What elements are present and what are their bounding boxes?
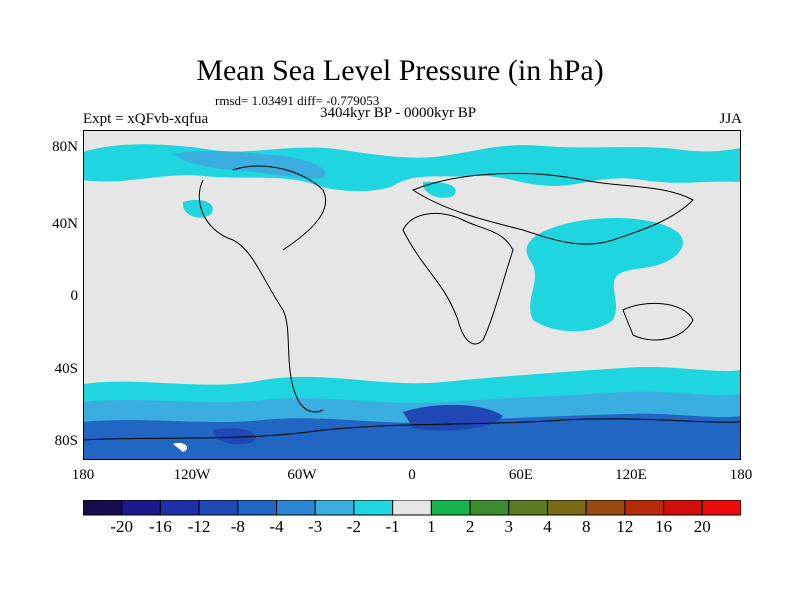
map-frame (83, 130, 741, 460)
colorbar-label: 8 (581, 517, 591, 536)
lat-label-40s: 40S (54, 361, 78, 377)
colorbar-label: -4 (269, 517, 284, 536)
colorbar-swatch (392, 500, 432, 516)
period-label: 3404kyr BP - 0000kyr BP (320, 105, 477, 121)
colorbar-swatch (314, 500, 355, 516)
map-title: Mean Sea Level Pressure (in hPa) (196, 54, 604, 87)
colorbar (83, 500, 741, 516)
colorbar-label: 20 (693, 517, 711, 536)
arctic-anomaly (83, 144, 741, 218)
lon-label-60w: 60W (287, 467, 317, 483)
colorbar-swatch (701, 500, 741, 516)
colorbar-swatch (353, 500, 394, 516)
colorbar-swatch (469, 500, 510, 516)
colorbar-label: 2 (465, 517, 475, 536)
colorbar-label: -2 (346, 517, 361, 536)
colorbar-label: 3 (504, 517, 514, 536)
lon-label-0: 0 (408, 467, 416, 483)
lat-label-80s: 80S (54, 433, 78, 449)
colorbar-swatch (585, 500, 626, 516)
coastlines (83, 165, 741, 441)
colorbar-swatch (430, 500, 471, 516)
lon-label-180e: 180 (729, 467, 753, 483)
season-label: JJA (719, 111, 742, 127)
colorbar-swatch (198, 500, 239, 516)
lon-label-120e: 120E (615, 467, 647, 483)
colorbar-label: -8 (230, 517, 245, 536)
colorbar-label: -1 (385, 517, 400, 536)
rmsd-diff-stats: rmsd= 1.03491 diff= -0.779053 (215, 93, 380, 108)
colorbar-swatch (237, 500, 278, 516)
colorbar-swatch (546, 500, 587, 516)
colorbar-label: -12 (187, 517, 211, 536)
colorbar-swatch (508, 500, 548, 516)
lat-label-80n: 80N (52, 139, 78, 155)
colorbar-label: 16 (655, 517, 673, 536)
lon-label-180w: 180 (71, 467, 95, 483)
colorbar-label: -3 (308, 517, 323, 536)
colorbar-label: 12 (616, 517, 634, 536)
colorbar-swatch (83, 500, 123, 516)
lat-label-40n: 40N (52, 216, 78, 232)
lon-label-60e: 60E (508, 467, 534, 483)
colorbar-label: 4 (543, 517, 552, 536)
colorbar-swatch (624, 500, 665, 516)
lat-label-0: 0 (70, 288, 79, 304)
colorbar-swatch (663, 500, 703, 516)
lon-label-120w: 120W (173, 467, 211, 483)
colorbar-label: -16 (149, 517, 172, 536)
colorbar-swatch (159, 500, 200, 516)
colorbar-label: -20 (110, 517, 134, 536)
colorbar-label: 1 (427, 517, 436, 536)
colorbar-swatch (276, 500, 316, 516)
experiment-label: Expt = xQFvb-xqfua (83, 111, 209, 127)
colorbar-swatch (121, 500, 161, 516)
pressure-difference-map (83, 130, 741, 460)
